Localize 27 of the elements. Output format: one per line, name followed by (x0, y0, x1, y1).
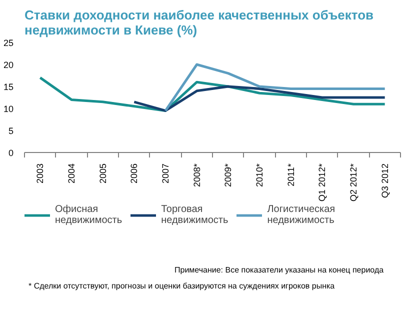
text: Примечание: Все показатели указаны на конец периода (174, 266, 384, 274)
chart-title: Ставки доходности наиболее качественных объектов недвижимости в Киеве (%) (24, 8, 374, 38)
y-tick-label: 25 (3, 38, 14, 48)
y-tick-label: 10 (3, 104, 14, 114)
x-tick-label: Q3 2012 (380, 163, 390, 198)
line-series (132, 85, 386, 112)
legend-label: Торговая недвижимость (161, 204, 228, 226)
legend-label: Логистическая недвижимость (267, 204, 336, 226)
text: * Сделки отсутствуют, прогнозы и оценки базируются на суждениях игроков рынка (28, 282, 336, 290)
x-tick-label: 2011* (286, 163, 296, 186)
x-tick-label: 2007 (160, 163, 170, 184)
y-tick-label: 15 (3, 82, 14, 92)
x-tick-label: Q2 2012* (348, 163, 358, 202)
x-tick-label: Q1 2012* (317, 163, 328, 202)
x-tick-label: 2008* (192, 163, 202, 188)
x-tick-label: 2003 (35, 163, 46, 184)
x-tick-label: 2006 (129, 163, 140, 184)
line-series (38, 76, 386, 112)
legend-label: Офисная недвижимость (55, 204, 122, 226)
y-tick-label: 20 (3, 60, 14, 70)
y-tick-label: 0 (8, 148, 14, 158)
x-tick-label: 2010* (254, 163, 264, 188)
x-tick-label: 2005 (98, 163, 108, 184)
x-tick-label: 2004 (66, 163, 76, 184)
x-tick-label: 2009* (223, 163, 234, 188)
y-tick-label: 5 (8, 126, 14, 136)
line-series (164, 63, 386, 112)
